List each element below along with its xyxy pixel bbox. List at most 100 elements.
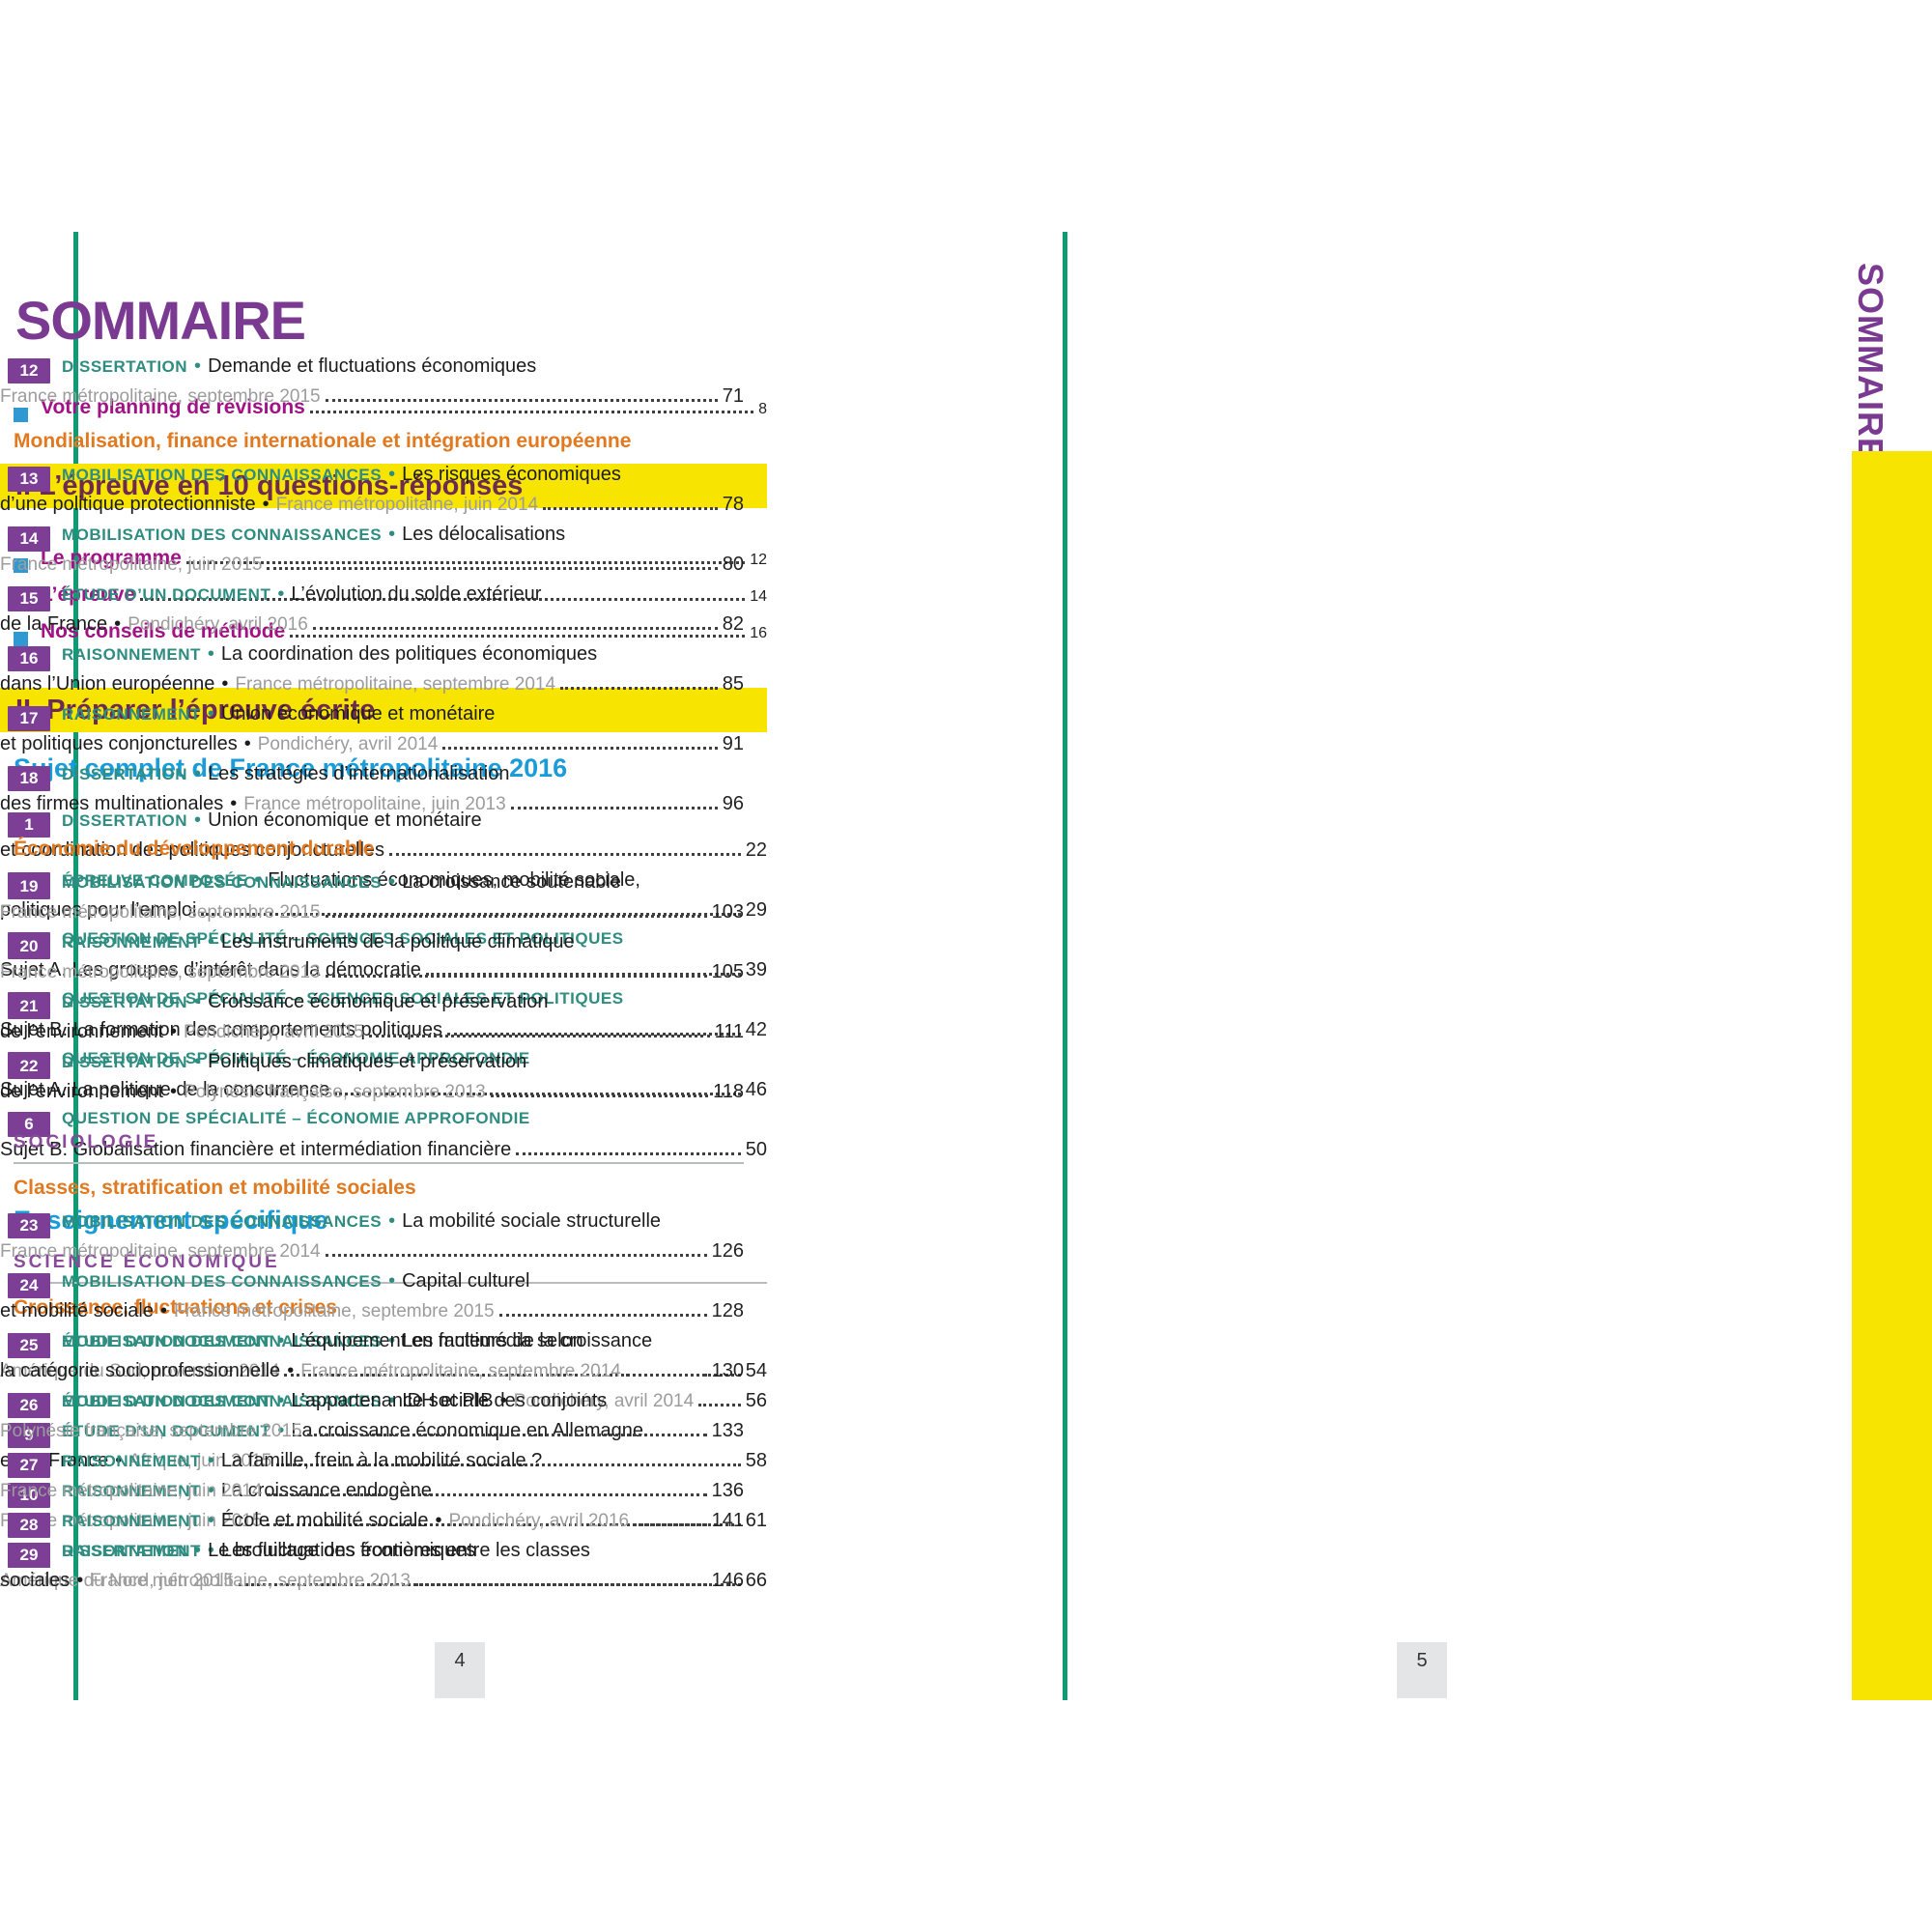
item-source: France métropolitaine, septembre 2015: [0, 386, 321, 407]
item-source: France métropolitaine, septembre 2014: [235, 674, 556, 695]
toc-item-line: Sujet A. La politique de la concurrence 4…: [0, 1079, 767, 1109]
item-source: France métropolitaine, juin 2013: [243, 794, 506, 814]
item-type-label: MOBILISATION DES CONNAISSANCES: [62, 1392, 383, 1410]
toc-item-line: 1 DISSERTATION • Union économique et monéta…: [0, 810, 767, 839]
item-number-badge: 25: [8, 1332, 50, 1358]
item-number-badge: 20: [8, 933, 50, 959]
bullet-separator: •: [388, 464, 396, 485]
toc-item-line: 21 DISSERTATION • Croissance économique et …: [0, 991, 744, 1021]
page-ref: 46: [745, 1079, 767, 1100]
item-type-label: MOBILISATION DES CONNAISSANCES: [62, 1332, 383, 1350]
toc-item-line: 27 RAISONNEMENT • La famille, frein à la mo…: [0, 1450, 744, 1480]
toc-item-line: 26 ÉTUDE D’UN DOCUMENT • L’appartenance soc…: [0, 1390, 744, 1420]
item-title: Les fluctuations économiques: [220, 1540, 476, 1561]
bullet-separator: •: [194, 1540, 202, 1561]
dot-leader: [325, 975, 707, 978]
toc-item: 6 QUESTION DE SPÉCIALITÉ – ÉCONOMIE APPRO…: [0, 1109, 767, 1169]
bullet-separator: •: [207, 1540, 214, 1561]
toc-item-line: d’une politique protectionniste • France m…: [0, 494, 744, 524]
category-heading: SCIENCE ÉCONOMIQUE: [14, 1252, 767, 1284]
toc-item-line: France métropolitaine, septembre 2014 126: [0, 1240, 744, 1270]
toc-item: 27 RAISONNEMENT • La famille, frein à la mo…: [0, 1450, 744, 1510]
item-type-label: QUESTION DE SPÉCIALITÉ – SCIENCES SOCIAL…: [62, 989, 624, 1008]
margin-tab-band: [1852, 451, 1932, 1700]
page-ref: 130: [711, 1360, 744, 1381]
page-ref: 82: [722, 613, 744, 635]
item-title: et coordination des politiques conjonctu…: [0, 839, 385, 861]
item-title: de l’environnement: [0, 1021, 163, 1042]
dot-leader: [309, 411, 754, 413]
toc-item-line: 14 MOBILISATION DES CONNAISSANCES • Les dél…: [0, 524, 744, 554]
item-type-label: RAISONNEMENT: [62, 933, 201, 952]
toc-item-line: 29 DISSERTATION • Le brouillage des frontiè…: [0, 1540, 744, 1570]
item-type-label: DISSERTATION: [62, 811, 188, 830]
item-source: Pondichéry, avril 2014: [513, 1391, 695, 1411]
item-source: France métropolitaine, septembre 2013: [0, 962, 321, 982]
item-type-label: MOBILISATION DES CONNAISSANCES: [62, 873, 383, 892]
item-title: École et mobilité sociale: [220, 1510, 429, 1531]
toc-item: 14 MOBILISATION DES CONNAISSANCES • Les dél…: [0, 524, 744, 583]
item-title: Les stratégies d’internationalisation: [208, 763, 510, 784]
toc-item: 8MOBILISATION DES CONNAISSANCES•IDH et P…: [0, 1390, 767, 1420]
item-number-badge: 16: [8, 645, 50, 671]
item-title: L’appartenance sociale des conjoints: [291, 1390, 608, 1411]
toc-item-line: 15 ÉTUDE D’UN DOCUMENT • L’évolution du sol…: [0, 583, 744, 613]
item-title: de la France: [0, 613, 108, 635]
dot-leader: [425, 973, 741, 976]
right-page-content: 12 DISSERTATION • Demande et fluctuations é…: [0, 355, 744, 1600]
bullet-separator: •: [388, 1390, 396, 1411]
page-ref: 118: [713, 1081, 744, 1102]
dot-leader: [325, 915, 707, 918]
bullet-separator: •: [194, 355, 202, 377]
item-source: Amérique du Sud, novembre 2014: [0, 1361, 280, 1381]
toc-item: 29 DISSERTATION • Le brouillage des frontiè…: [0, 1540, 744, 1600]
toc-item: 20 RAISONNEMENT • Les instruments de la pol…: [0, 931, 744, 991]
toc-item-line: France métropolitaine, juin 2015 61: [0, 1510, 767, 1540]
bullet-separator: •: [194, 763, 202, 784]
page-ref: 103: [711, 901, 744, 923]
left-folio-number: 4: [435, 1642, 485, 1698]
item-title: La famille, frein à la mobilité sociale …: [220, 1450, 543, 1471]
item-title: Union économique et monétaire: [208, 810, 482, 831]
item-number-badge: 21: [8, 993, 50, 1019]
square-bullet-icon: [14, 557, 28, 573]
bullet-separator: •: [277, 1330, 285, 1351]
item-source: France métropolitaine, juin 2015: [0, 1511, 263, 1531]
item-number-badge: 15: [8, 585, 50, 611]
item-number-badge: 9: [8, 1422, 50, 1448]
toc-item-line: 16 RAISONNEMENT • La coordination des polit…: [0, 643, 744, 673]
item-source: France métropolitaine, septembre 2015: [0, 902, 321, 923]
item-type-label: ÉTUDE D’UN DOCUMENT: [62, 1392, 271, 1410]
item-type-label: DISSERTATION: [62, 993, 188, 1011]
item-type-label: RAISONNEMENT: [62, 1512, 201, 1530]
item-number-badge: 6: [8, 1111, 50, 1137]
category-heading: SOCIOLOGIE: [14, 1132, 744, 1164]
dot-leader: [306, 1434, 707, 1436]
page-ref: 146: [711, 1570, 744, 1591]
item-type-label: RAISONNEMENT: [62, 645, 201, 664]
toc-item-line: de la France • Pondichéry, avril 2016 82: [0, 613, 744, 643]
dot-leader: [490, 1094, 709, 1097]
toc-item: 19 MOBILISATION DES CONNAISSANCES • La croi…: [0, 871, 744, 931]
item-title: dans l’Union européenne: [0, 673, 215, 695]
bullet-separator: •: [262, 494, 270, 515]
page-ref: 128: [711, 1300, 744, 1321]
toc-item-line: Sujet B. Globalisation financière et int…: [0, 1139, 767, 1169]
item-type-label: DISSERTATION: [62, 1542, 188, 1560]
toc-item: 28 RAISONNEMENT • École et mobilité sociale…: [0, 1510, 744, 1540]
toc-item-line: politiques pour l’emploi 29: [0, 899, 767, 929]
toc-item-line: 17 RAISONNEMENT • Union économique et monét…: [0, 703, 744, 733]
bullet-separator: •: [76, 1570, 84, 1591]
item-title: d’une politique protectionniste: [0, 494, 256, 515]
bullet-separator: •: [388, 1210, 396, 1232]
page-ref: 91: [722, 733, 744, 754]
item-type-label: DISSERTATION: [62, 765, 188, 783]
item-title: L’évolution du solde extérieur: [291, 583, 542, 605]
section-band-title: I. L’épreuve en 10 questions-réponses: [15, 469, 524, 501]
item-type-label: MOBILISATION DES CONNAISSANCES: [62, 526, 383, 544]
item-source: France métropolitaine, juin 2014: [0, 1481, 263, 1501]
page-ref: 78: [722, 494, 744, 515]
item-title: La croissance soutenable: [402, 871, 621, 893]
bullet-separator: •: [159, 1300, 167, 1321]
item-source: France métropolitaine, juin 2015: [0, 554, 263, 575]
